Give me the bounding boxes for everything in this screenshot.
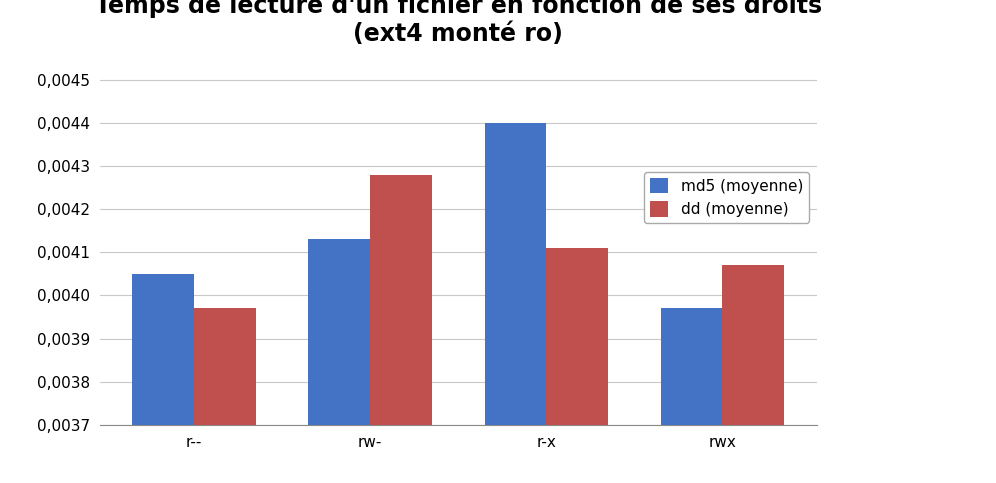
Bar — [194, 309, 256, 483]
Bar — [546, 248, 608, 483]
Title: Temps de lecture d'un fichier en fonction de ses droits
(ext4 monté ro): Temps de lecture d'un fichier en fonctio… — [95, 0, 822, 46]
Bar — [309, 240, 371, 483]
Bar — [485, 123, 546, 483]
Bar — [371, 174, 431, 483]
Bar — [132, 274, 194, 483]
Bar — [722, 265, 784, 483]
Bar — [660, 309, 722, 483]
Legend: md5 (moyenne), dd (moyenne): md5 (moyenne), dd (moyenne) — [644, 171, 809, 223]
